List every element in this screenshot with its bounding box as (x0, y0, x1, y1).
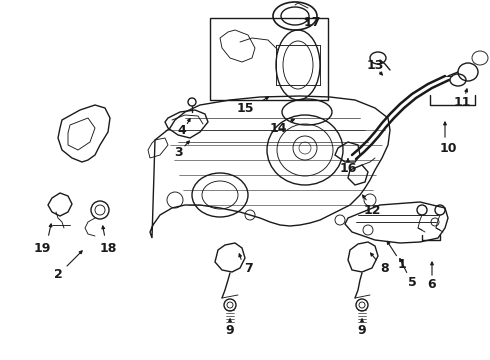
Text: 1: 1 (397, 258, 406, 271)
Text: 18: 18 (99, 242, 117, 255)
Text: 9: 9 (358, 324, 367, 337)
Text: 14: 14 (269, 122, 287, 135)
Text: 2: 2 (53, 269, 62, 282)
Text: 9: 9 (226, 324, 234, 337)
Text: 7: 7 (244, 261, 252, 274)
Text: 3: 3 (173, 145, 182, 158)
Text: 19: 19 (33, 242, 50, 255)
Text: 15: 15 (236, 102, 254, 114)
Text: 16: 16 (339, 162, 357, 175)
Text: 10: 10 (439, 141, 457, 154)
Text: 5: 5 (408, 275, 416, 288)
Text: 4: 4 (178, 123, 186, 136)
Text: 11: 11 (453, 95, 471, 108)
Text: 12: 12 (363, 203, 381, 216)
Text: 8: 8 (381, 261, 390, 274)
Text: 13: 13 (367, 59, 384, 72)
Text: 17: 17 (303, 15, 321, 28)
Text: 6: 6 (428, 279, 436, 292)
Bar (210, 18, 328, 100)
